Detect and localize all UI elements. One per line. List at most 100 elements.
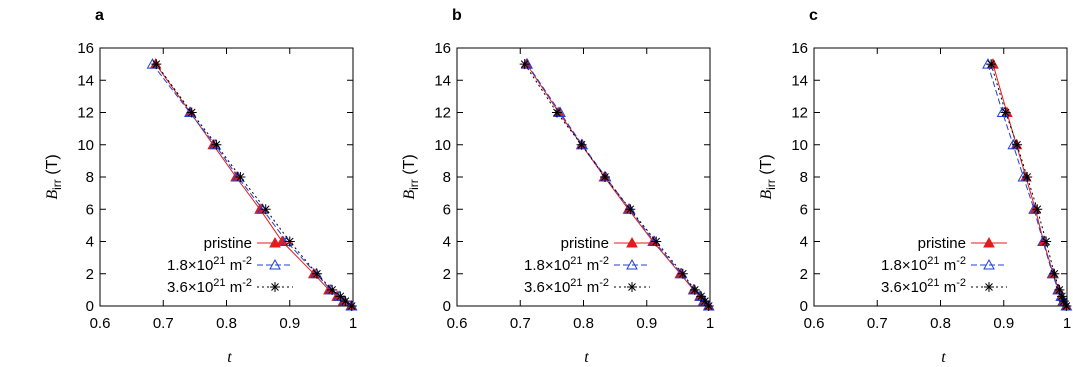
data-point [986, 59, 997, 70]
x-tick-label: 0.9 [279, 315, 300, 332]
legend-marker-0 [626, 236, 638, 248]
x-tick-label: 0.8 [930, 315, 951, 332]
x-tick-label: 0.9 [993, 315, 1014, 332]
y-axis-label: Birr (T) [758, 154, 778, 199]
x-tick-label: 0.6 [804, 315, 825, 332]
legend-label-0: pristine [918, 235, 966, 252]
panel-letter: b [452, 7, 462, 24]
x-axis-label: t [584, 349, 589, 366]
x-tick-label: 0.7 [153, 315, 174, 332]
y-tick-label: 6 [443, 201, 451, 218]
y-tick-label: 6 [86, 201, 94, 218]
legend: pristine 1.8×1021 m-2 3.6×1021 m-2 [881, 235, 1007, 296]
y-tick-label: 10 [434, 137, 451, 154]
y-tick-label: 16 [434, 40, 451, 57]
x-tick-label: 0.6 [90, 315, 111, 332]
legend-marker-2 [270, 282, 280, 292]
chart-panel-c: c 0 2 4 6 8 10 12 14 16 0.6 0.7 0.8 0.9 1 t Birr (T) pris… [758, 7, 1073, 366]
series-2 [151, 59, 357, 311]
x-tick-label: 0.8 [216, 315, 237, 332]
y-tick-label: 0 [86, 298, 94, 315]
data-point [327, 284, 338, 295]
y-axis-label: Birr (T) [44, 154, 64, 199]
y-tick-label: 4 [443, 234, 451, 251]
y-tick-label: 8 [86, 169, 94, 186]
legend-marker-2 [984, 282, 994, 292]
panel-letter: a [95, 7, 104, 24]
data-point [1041, 236, 1052, 247]
data-point [699, 296, 710, 307]
data-point [651, 236, 662, 247]
data-point [211, 139, 222, 150]
data-point [703, 301, 714, 311]
data-point [311, 268, 322, 279]
legend-label-2: 3.6×1021 m-2 [167, 277, 252, 296]
y-tick-label: 6 [800, 201, 808, 218]
x-tick-label: 1 [706, 315, 714, 332]
chart-panel-a: a 0 2 4 6 8 10 12 14 16 0.6 0.7 0.8 0.9 1 t Birr (T) pris… [44, 7, 358, 366]
x-tick-label: 1 [1063, 315, 1071, 332]
y-tick-label: 8 [800, 169, 808, 186]
legend-marker-1 [269, 258, 281, 270]
data-point [1032, 204, 1043, 215]
legend-marker-0 [269, 236, 281, 248]
data-point [260, 204, 271, 215]
data-point [335, 291, 346, 302]
x-tick-label: 0.7 [867, 315, 888, 332]
x-axis-label: t [227, 349, 232, 366]
data-point [340, 296, 351, 307]
legend-label-2: 3.6×1021 m-2 [881, 277, 966, 296]
y-tick-label: 12 [434, 105, 451, 122]
data-point [696, 291, 707, 302]
y-tick-label: 10 [77, 137, 94, 154]
data-point [600, 172, 611, 182]
y-tick-label: 14 [791, 72, 808, 89]
y-tick-label: 16 [791, 40, 808, 57]
x-tick-label: 1 [349, 315, 357, 332]
data-point [519, 59, 530, 70]
y-tick-label: 4 [800, 234, 808, 251]
y-tick-label: 2 [800, 266, 808, 283]
legend-label-0: pristine [204, 235, 252, 252]
data-point [235, 172, 246, 182]
data-point [576, 139, 587, 150]
chart-panel-b: b 0 2 4 6 8 10 12 14 16 0.6 0.7 0.8 0.9 1 t Birr (T) pris… [401, 7, 715, 366]
y-tick-label: 10 [791, 137, 808, 154]
series-line [152, 63, 352, 307]
data-point [551, 107, 562, 118]
data-point [1012, 139, 1023, 150]
legend: pristine 1.8×1021 m-2 3.6×1021 m-2 [167, 235, 293, 296]
y-tick-label: 14 [77, 72, 94, 89]
data-point [284, 236, 295, 247]
data-point [1049, 268, 1060, 279]
x-tick-label: 0.9 [636, 315, 657, 332]
data-point [1056, 291, 1067, 302]
x-tick-label: 0.7 [510, 315, 531, 332]
series-1 [982, 58, 1073, 311]
legend-marker-0 [983, 236, 995, 248]
data-point [186, 107, 197, 118]
series-2 [519, 59, 714, 311]
panel-letter: c [809, 7, 818, 24]
y-tick-label: 8 [443, 169, 451, 186]
data-point [677, 268, 688, 279]
legend-label-1: 1.8×1021 m-2 [524, 255, 609, 274]
legend-label-2: 3.6×1021 m-2 [524, 277, 609, 296]
series-2 [986, 59, 1072, 311]
legend-marker-1 [983, 258, 995, 270]
data-point [151, 59, 162, 70]
y-tick-label: 0 [443, 298, 451, 315]
legend-marker-2 [627, 282, 637, 292]
data-point [1022, 172, 1033, 182]
y-axis-label: Birr (T) [401, 154, 421, 199]
y-tick-label: 2 [443, 266, 451, 283]
legend-label-1: 1.8×1021 m-2 [881, 255, 966, 274]
data-point [689, 284, 700, 295]
data-point [625, 204, 636, 215]
y-tick-label: 12 [791, 105, 808, 122]
data-point [1000, 107, 1011, 118]
x-tick-label: 0.6 [447, 315, 468, 332]
y-tick-label: 16 [77, 40, 94, 57]
legend-label-0: pristine [561, 235, 609, 252]
